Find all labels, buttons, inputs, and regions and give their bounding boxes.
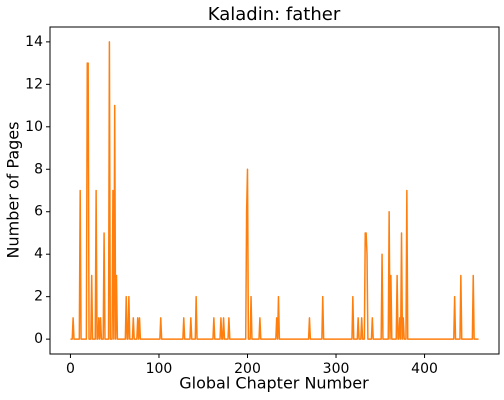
x-tick-label: 300: [323, 361, 350, 377]
y-tick-label: 6: [34, 204, 43, 220]
y-tick-label: 4: [34, 246, 43, 262]
x-axis-label: Global Chapter Number: [179, 374, 369, 393]
y-axis-label: Number of Pages: [4, 122, 23, 259]
y-tick-label: 8: [34, 161, 43, 177]
y-tick-label: 0: [34, 331, 43, 347]
y-tick-label: 12: [25, 76, 43, 92]
y-tick-label: 10: [25, 119, 43, 135]
line: [70, 41, 479, 340]
y-tick-label: 14: [25, 34, 43, 50]
y-tick-label: 2: [34, 289, 43, 305]
x-tick-label: 100: [146, 361, 173, 377]
chart-title: Kaladin: father: [208, 4, 341, 25]
plot-frame: [49, 26, 500, 355]
x-tick-label: 200: [234, 361, 261, 377]
x-tick-label: 0: [66, 361, 75, 377]
x-tick-label: 400: [411, 361, 438, 377]
